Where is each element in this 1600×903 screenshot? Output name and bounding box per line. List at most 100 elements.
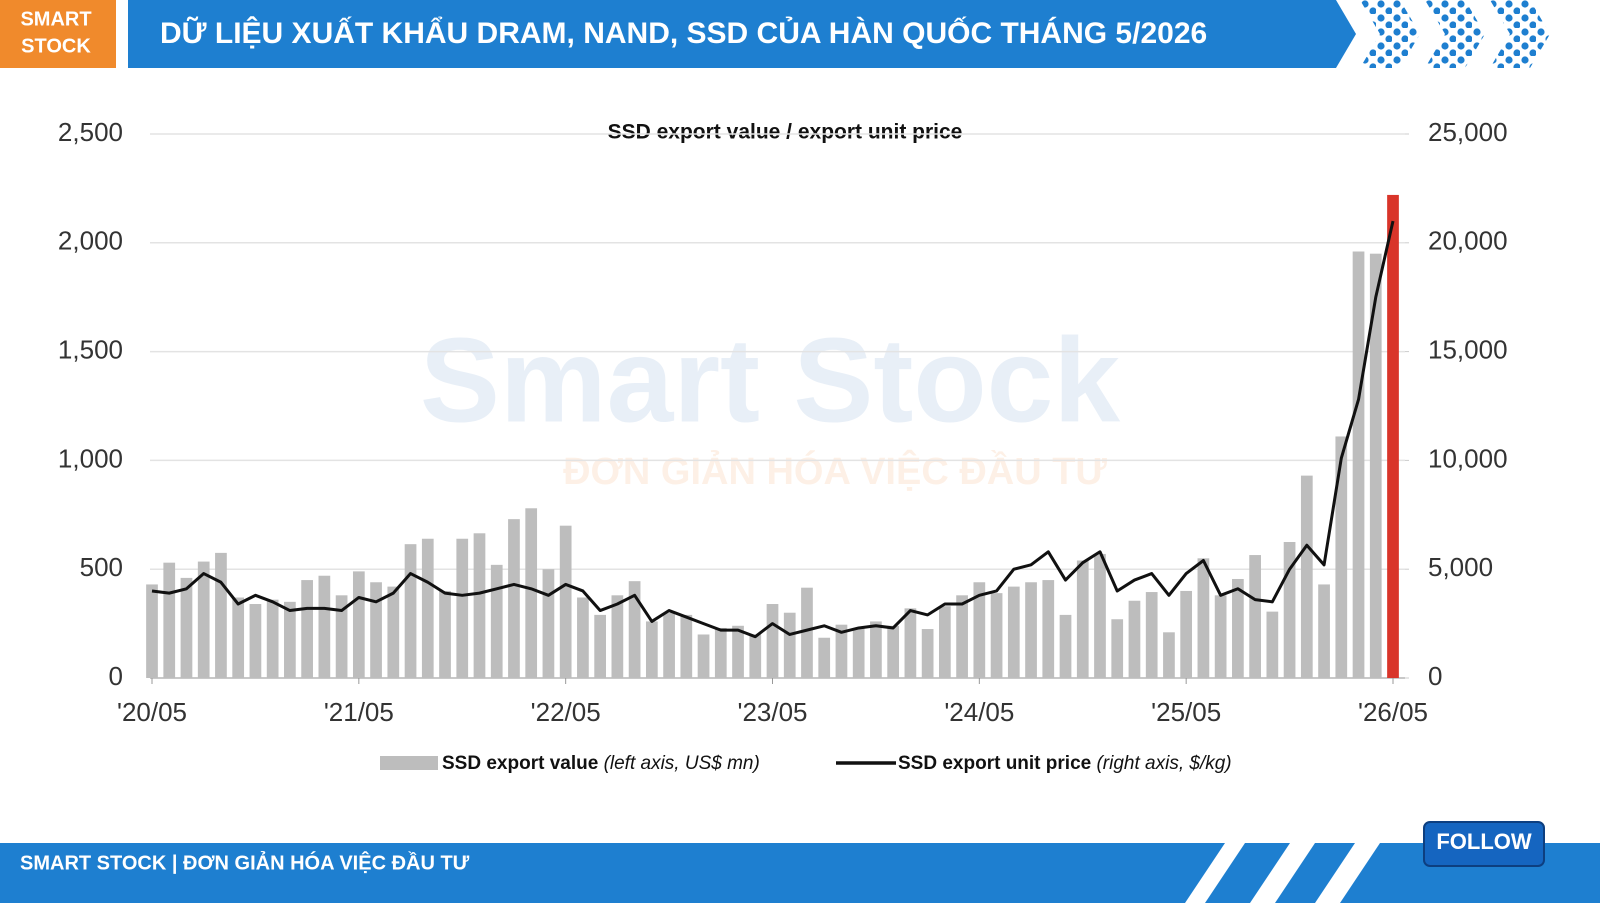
bar [990,593,1003,678]
y2-tick-label: 0 [1428,661,1442,691]
bar [1059,614,1072,678]
bar [1300,475,1313,678]
bar [318,575,331,678]
x-tick-label: '26/05 [1358,697,1428,727]
decor [1360,0,1420,68]
bar [542,569,555,678]
bar [594,614,606,678]
y2-tick-label: 20,000 [1428,226,1508,256]
bar [180,577,193,678]
bar [146,584,158,678]
legend-label: SSD export unit price (right axis, $/kg) [898,753,1232,774]
y2-tick-label: 10,000 [1428,443,1508,473]
bar [1352,251,1365,678]
y-tick-label: 500 [80,552,123,582]
bar [387,586,400,678]
bar [783,612,796,678]
watermark-tagline: ĐƠN GIẢN HÓA VIỆC ĐẦU TƯ [563,449,1107,493]
bar [232,597,245,678]
bar [663,612,675,678]
bar [335,595,348,678]
bar [215,552,227,678]
follow-button[interactable] [1423,821,1545,867]
bar [921,629,934,678]
bar [456,538,469,678]
decor [1250,843,1315,903]
bar [818,637,831,678]
legend-name: SSD export unit price [898,753,1091,774]
footer-text: SMART STOCK | ĐƠN GIẢN HÓA VIỆC ĐẦU TƯ [20,850,470,874]
y-tick-label: 2,000 [58,226,123,256]
bar [284,601,296,678]
bar [628,581,641,678]
bar [1007,586,1020,678]
bar [163,562,176,678]
follow-label[interactable]: FOLLOW [1436,829,1532,854]
plot: 0 500 1,000 1,500 2,000 2,500 0 5,000 10,000 15,0… [58,117,1508,774]
bar [577,597,589,678]
bar [249,604,262,678]
brand-line: STOCK [21,35,91,57]
bar [525,508,538,678]
legend-note: (left axis, US$ mn) [604,753,760,774]
bar [1111,619,1124,678]
bar [1369,253,1382,678]
y-tick-label: 1,500 [58,334,123,364]
bar [1145,592,1158,678]
y2-tick-label: 5,000 [1428,552,1493,582]
bar [197,561,210,678]
bar [1128,600,1141,678]
legend-note: (right axis, $/kg) [1096,753,1231,774]
bar [697,634,710,678]
bar [852,627,865,678]
decor [1425,0,1485,68]
bar [1197,558,1210,678]
bar [1335,436,1348,678]
bar [439,590,451,678]
bar [1180,590,1193,678]
bar [1283,542,1296,678]
y-tick-label: 2,500 [58,117,123,147]
bar [1232,578,1244,678]
bar [939,606,951,678]
decor [1490,0,1550,68]
bar [352,571,365,678]
page-title: DỮ LIỆU XUẤT KHẨU DRAM, NAND, SSD CỦA HÀ… [160,16,1207,50]
decor [1185,843,1245,903]
legend-name: SSD export value [442,753,598,774]
bar [973,582,986,678]
bar [680,614,693,678]
legend-label: SSD export value (left axis, US$ mn) [442,753,760,774]
bar [508,519,520,678]
y2-tick-label: 15,000 [1428,334,1508,364]
price-line [151,220,1395,639]
y-tick-label: 0 [109,661,123,691]
bar [956,595,968,678]
bar [266,599,279,678]
bar [490,564,503,678]
x-tick-label: '24/05 [944,697,1014,727]
bar [904,608,917,678]
bar [473,533,486,678]
decor [1315,843,1380,903]
x-tick-label: '20/05 [117,697,187,727]
bar [732,625,744,678]
bar [1387,194,1399,679]
chart-title: SSD export value / export unit price [608,121,963,144]
bar [766,604,779,678]
bar [370,582,382,678]
bar [835,624,848,678]
bar [645,621,658,678]
bar [1042,580,1055,678]
bar [801,587,813,678]
bar [1025,582,1037,678]
watermark-brand: Smart Stock [420,314,1121,448]
bar [1249,555,1261,678]
bar [1214,595,1227,678]
brand-box [0,0,116,68]
bar [1163,632,1175,678]
bar [1318,584,1330,678]
x-tick-label: '21/05 [324,697,394,727]
legend-swatch [380,756,438,770]
